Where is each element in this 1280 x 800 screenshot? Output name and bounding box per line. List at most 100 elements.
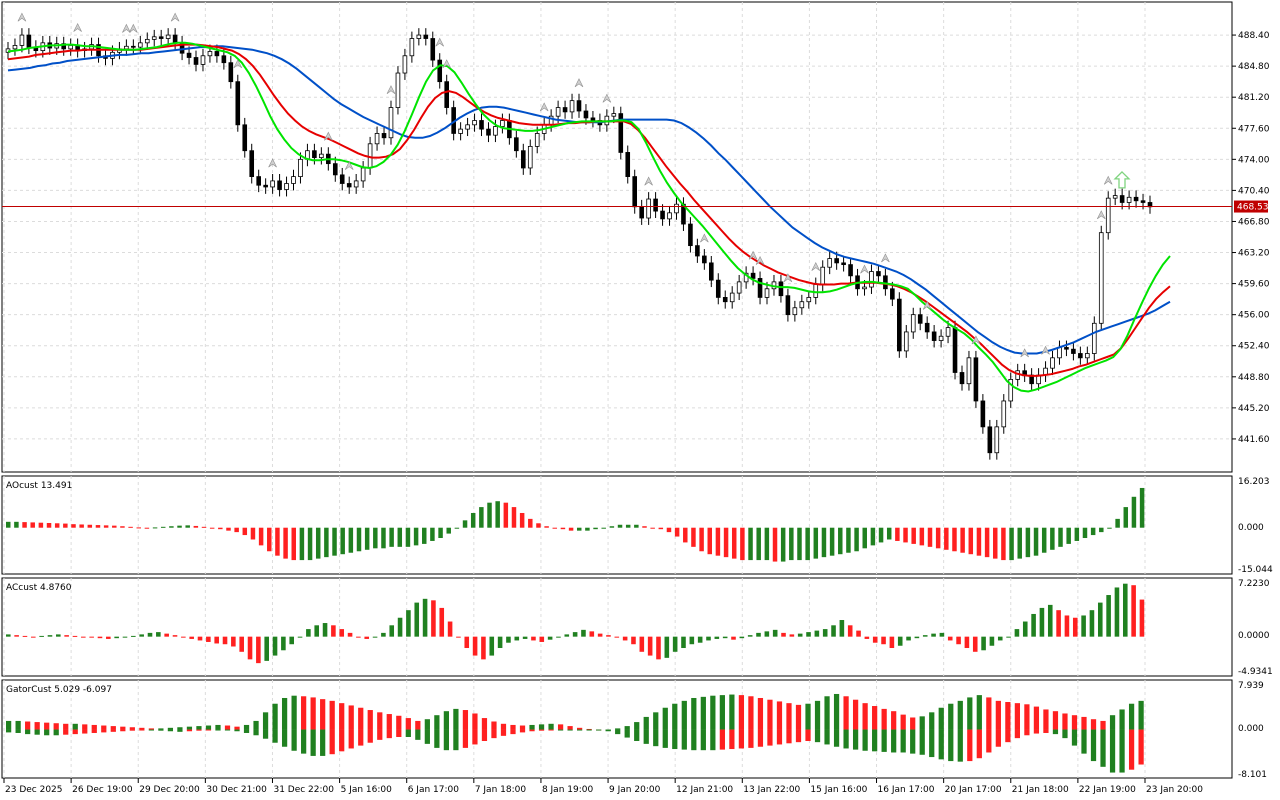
gator-lower-bar xyxy=(805,729,811,742)
ao-bar xyxy=(250,527,256,540)
gator-lower-bar xyxy=(538,729,545,731)
gator-upper-bar xyxy=(900,714,906,730)
gator-lower-bar xyxy=(938,729,944,760)
ao-bar xyxy=(226,527,231,531)
gator-upper-bar xyxy=(320,699,326,730)
ac-bar xyxy=(1081,615,1086,637)
candle-body xyxy=(729,292,735,303)
ao-bar xyxy=(1017,527,1022,559)
candle-body xyxy=(444,81,449,108)
ac-bar xyxy=(122,636,128,638)
gator-upper-bar xyxy=(843,696,849,730)
ao-bar xyxy=(95,525,101,528)
ac-bar xyxy=(472,636,478,656)
time-tick-label: 26 Dec 19:00 xyxy=(72,785,133,795)
candle-body xyxy=(458,128,463,134)
gator-upper-bar xyxy=(995,700,1001,730)
fractal-up-marker xyxy=(122,23,131,33)
ao-bar xyxy=(71,524,76,528)
ac-bar xyxy=(556,636,561,638)
candle-body xyxy=(12,45,18,50)
fractal-up-marker xyxy=(811,261,821,271)
ao-bar xyxy=(1090,527,1096,536)
ac-title: ACcust 4.8760 xyxy=(6,583,72,593)
candle-body xyxy=(1140,200,1146,203)
gator-lower-bar xyxy=(453,729,459,751)
candle-body xyxy=(757,278,763,298)
gator-lower-bar xyxy=(15,729,21,733)
candle-body xyxy=(207,51,213,57)
ac-bar xyxy=(1106,595,1111,637)
ac-bar xyxy=(164,633,169,637)
candle-body xyxy=(298,158,303,177)
time-axis: 23 Dec 2025 26 Dec 19:00 29 Dec 20:00 30 De… xyxy=(3,778,1203,795)
gator-upper-bar xyxy=(1005,702,1011,730)
gator-upper-bar xyxy=(358,707,364,730)
gator-upper-bar xyxy=(53,723,59,730)
ao-bar xyxy=(658,527,664,530)
candle-body xyxy=(1133,196,1139,202)
candle-body xyxy=(827,258,832,268)
price-axis: 488.40 484.80 481.20 477.60 474.00 470.40 466.… xyxy=(1232,31,1270,445)
candle-body xyxy=(465,124,470,130)
gator-upper-bar xyxy=(681,700,687,730)
buy-arrow-icon xyxy=(1113,170,1131,189)
ac-bar xyxy=(672,636,678,652)
gator-upper-bar xyxy=(310,697,316,730)
gator-title: GatorCust 5.029 -6.097 xyxy=(6,685,112,695)
candle-body xyxy=(68,45,73,50)
gator-lower-bar xyxy=(586,729,592,731)
gator-lower-bar xyxy=(1014,729,1021,739)
candle-body xyxy=(966,357,972,385)
ao-bar xyxy=(707,527,713,555)
time-tick-label: 31 Dec 22:00 xyxy=(273,785,334,795)
ac-bar xyxy=(1064,615,1070,637)
gator-lower-bar xyxy=(672,729,678,750)
gator-lower-bar xyxy=(101,729,107,733)
ao-bar xyxy=(919,527,925,546)
ac-bar xyxy=(622,636,628,641)
gator-lower-bar xyxy=(700,729,706,751)
gator-upper-bar xyxy=(986,697,992,730)
gator-upper-bar xyxy=(1090,719,1097,730)
gator-lower-bar xyxy=(824,729,830,745)
ao-bar xyxy=(487,502,492,528)
candle-body xyxy=(848,264,853,277)
candle-body xyxy=(1112,195,1118,199)
gator-upper-bar xyxy=(1109,715,1116,730)
ac-bar xyxy=(481,636,486,660)
gator-lower-bar xyxy=(301,729,307,754)
ao-ymin: -15.044 xyxy=(1238,565,1273,575)
fractal-up-marker xyxy=(268,158,277,168)
gator-lower-bar xyxy=(872,729,878,752)
ao-bar xyxy=(585,527,590,531)
ac-bar xyxy=(239,636,244,652)
ac-bar xyxy=(172,635,178,637)
fractal-up-marker xyxy=(170,12,180,22)
gator-lower-bar xyxy=(367,729,373,743)
candle-body xyxy=(876,271,881,277)
ac-bar xyxy=(647,636,653,656)
gator-lower-bar xyxy=(281,729,288,747)
gator-upper-bar xyxy=(662,707,668,730)
ao-bar xyxy=(560,527,566,530)
time-tick-label: 23 Jan 20:00 xyxy=(1146,785,1203,795)
gator-lower-bar xyxy=(63,729,69,735)
gator-upper-bar xyxy=(529,724,535,730)
fractal-up-marker xyxy=(574,78,584,88)
grid-lines xyxy=(2,2,1232,778)
ao-bar xyxy=(903,527,908,543)
candle-body xyxy=(639,206,644,219)
ao-bar xyxy=(22,522,27,528)
gator-lower-bar xyxy=(34,729,40,735)
price-tick-label: 441.60 xyxy=(1238,435,1270,445)
ao-bar xyxy=(886,527,892,540)
gator-lower-bar xyxy=(862,729,868,751)
gator-lower-bar xyxy=(1043,729,1049,733)
gator-upper-bar xyxy=(1033,706,1040,730)
ao-bar xyxy=(1050,527,1055,550)
ao-bar xyxy=(356,527,362,552)
gator-upper-bar xyxy=(453,708,459,730)
gator-yzero: 0.000 xyxy=(1238,724,1264,734)
candle-body xyxy=(332,163,338,176)
